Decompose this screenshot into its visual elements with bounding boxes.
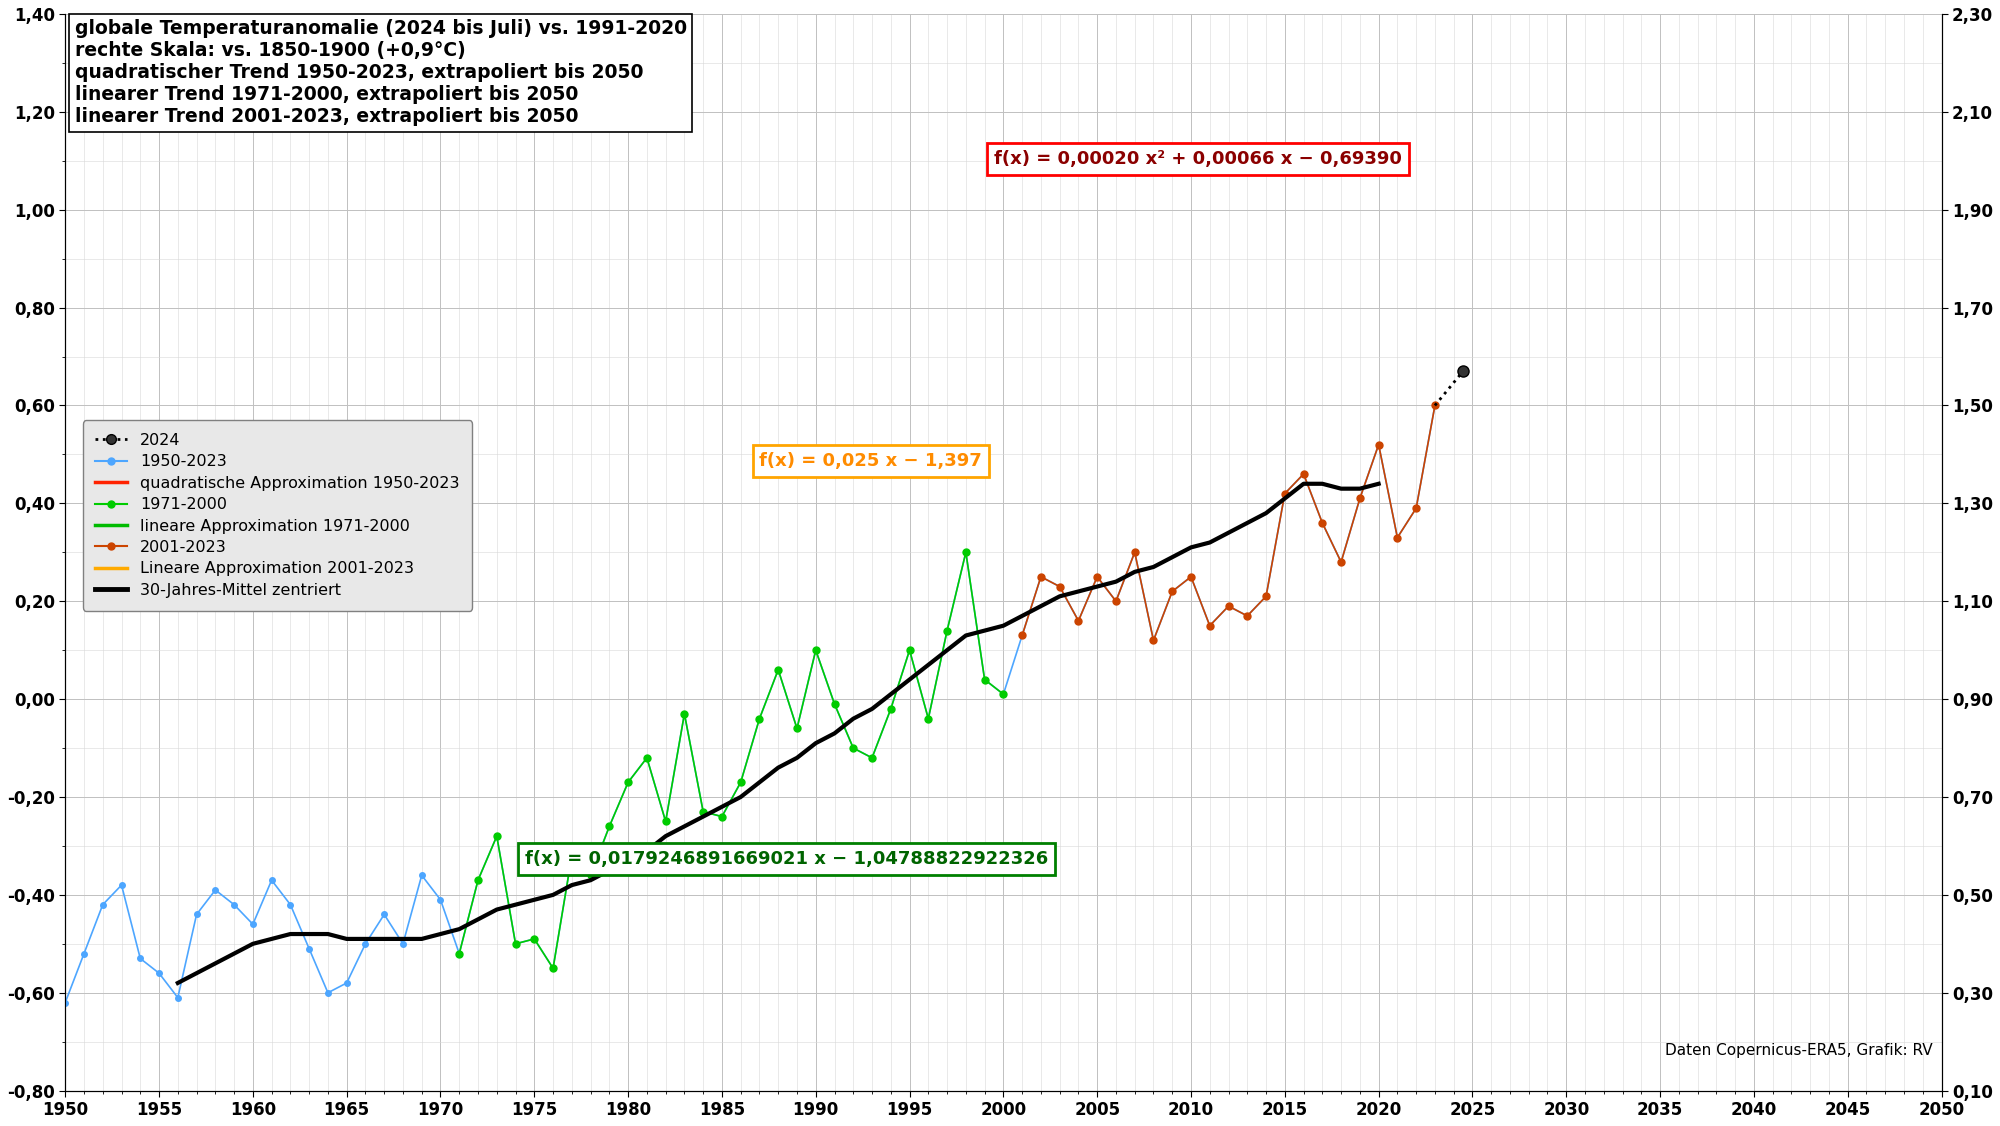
Text: f(x) = 0,0179246891669021 x − 1,04788822922326: f(x) = 0,0179246891669021 x − 1,04788822… bbox=[524, 850, 1048, 868]
Text: f(x) = 0,00020 x² + 0,00066 x − 0,69390: f(x) = 0,00020 x² + 0,00066 x − 0,69390 bbox=[994, 150, 1402, 168]
Text: f(x) = 0,025 x − 1,397: f(x) = 0,025 x − 1,397 bbox=[760, 452, 982, 470]
Text: Daten Copernicus-ERA5, Grafik: RV: Daten Copernicus-ERA5, Grafik: RV bbox=[1664, 1044, 1932, 1058]
Text: globale Temperaturanomalie (2024 bis Juli) vs. 1991-2020
rechte Skala: vs. 1850-: globale Temperaturanomalie (2024 bis Jul… bbox=[74, 19, 686, 126]
Legend: 2024, 1950-2023, quadratische Approximation 1950-2023, 1971-2000, lineare Approx: 2024, 1950-2023, quadratische Approximat… bbox=[82, 420, 472, 610]
